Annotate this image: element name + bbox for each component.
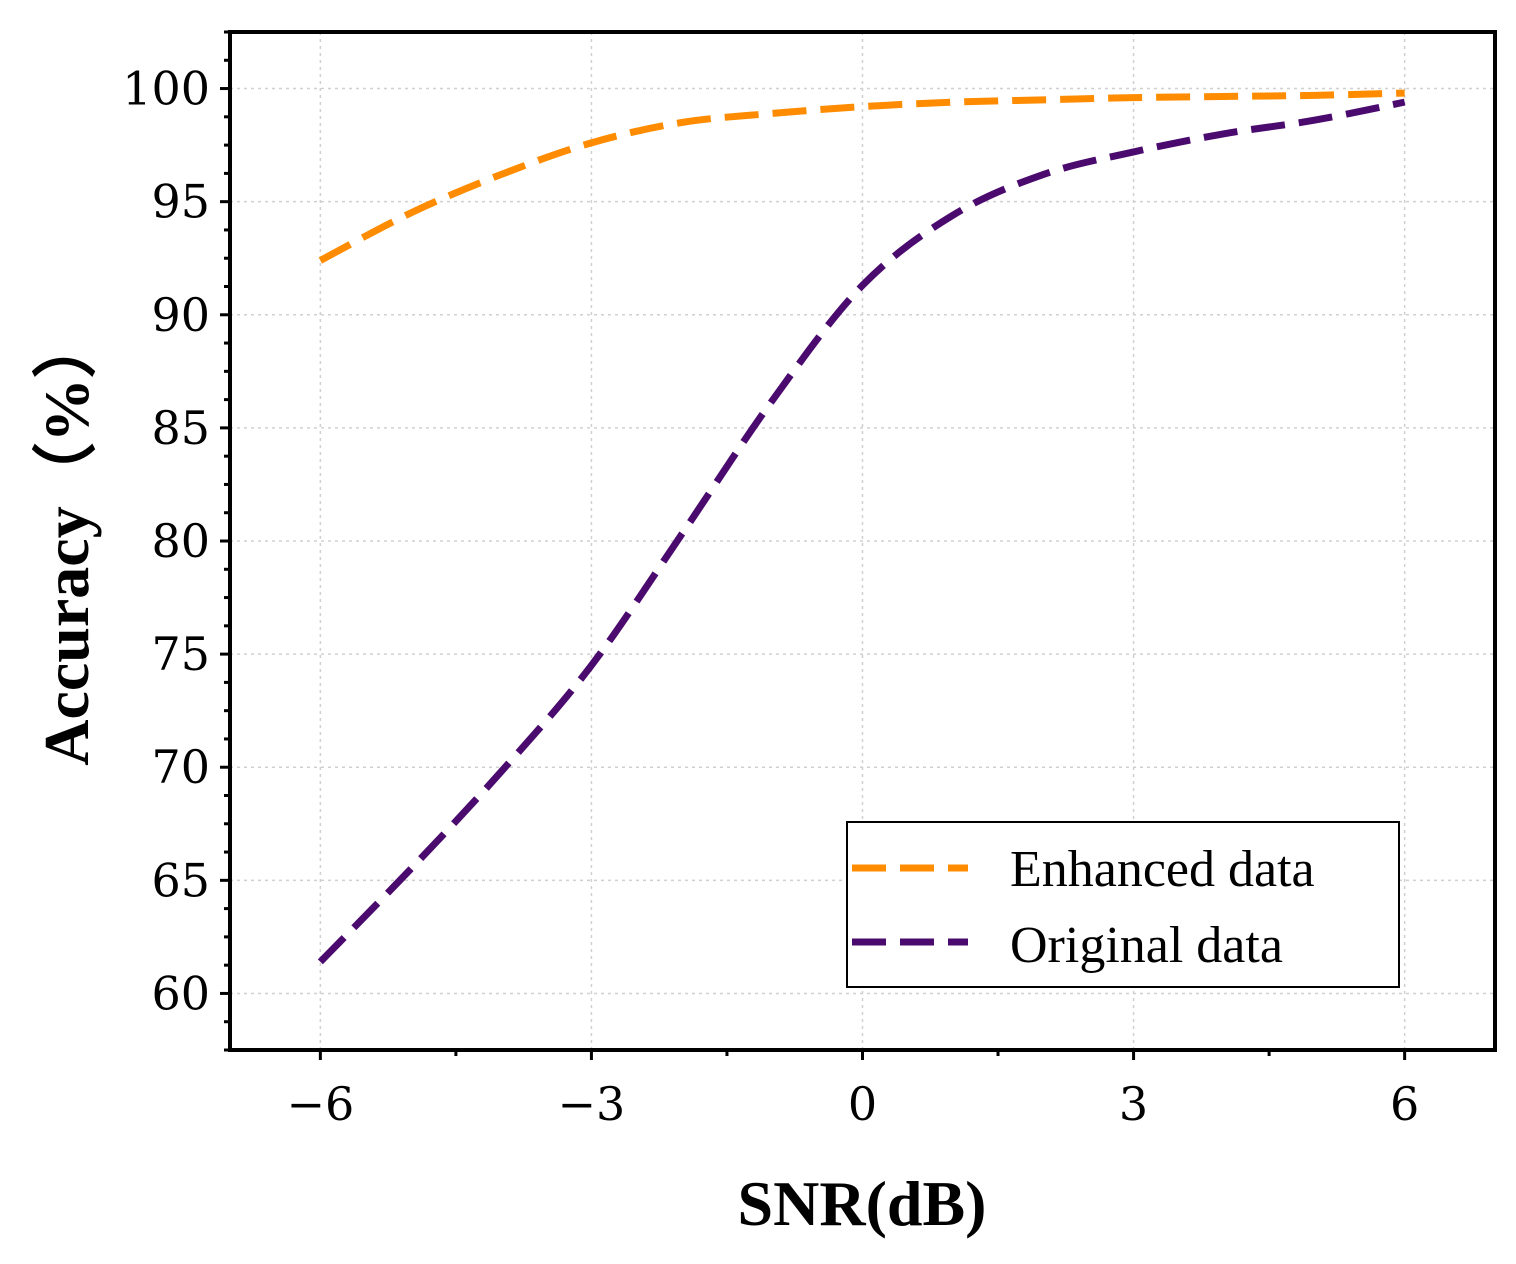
axis-ticks [220, 30, 1407, 1060]
y-tick-label: 85 [151, 401, 210, 455]
y-tick-label: 60 [151, 966, 210, 1020]
y-axis-title: Accuracy（%） [31, 314, 102, 765]
y-tick-label: 90 [151, 288, 210, 342]
axis-tick-labels: −6 −3 0 3 6 60 65 70 75 80 85 90 95 100 [122, 62, 1419, 1131]
legend-label-original: Original data [1010, 917, 1283, 974]
series-layer [317, 89, 1406, 965]
legend-box [846, 821, 1400, 988]
x-tick-label: 3 [1119, 1077, 1148, 1131]
y-tick-label: 70 [151, 740, 210, 794]
x-tick-label: 6 [1390, 1077, 1419, 1131]
y-tick-label: 100 [122, 62, 210, 116]
x-axis-title: SNR(dB) [738, 1168, 987, 1239]
x-tick-label: −6 [286, 1077, 354, 1131]
x-tick-label: 0 [848, 1077, 877, 1131]
y-tick-label: 80 [151, 514, 210, 568]
legend: Enhanced data Original data [846, 821, 1400, 988]
y-tick-label: 95 [151, 175, 210, 229]
y-tick-label: 75 [151, 627, 210, 681]
legend-label-enhanced: Enhanced data [1010, 841, 1315, 898]
series-original-line [317, 98, 1406, 965]
x-tick-label: −3 [558, 1077, 626, 1131]
series-enhanced-line [318, 89, 1405, 264]
y-tick-label: 65 [151, 853, 210, 907]
